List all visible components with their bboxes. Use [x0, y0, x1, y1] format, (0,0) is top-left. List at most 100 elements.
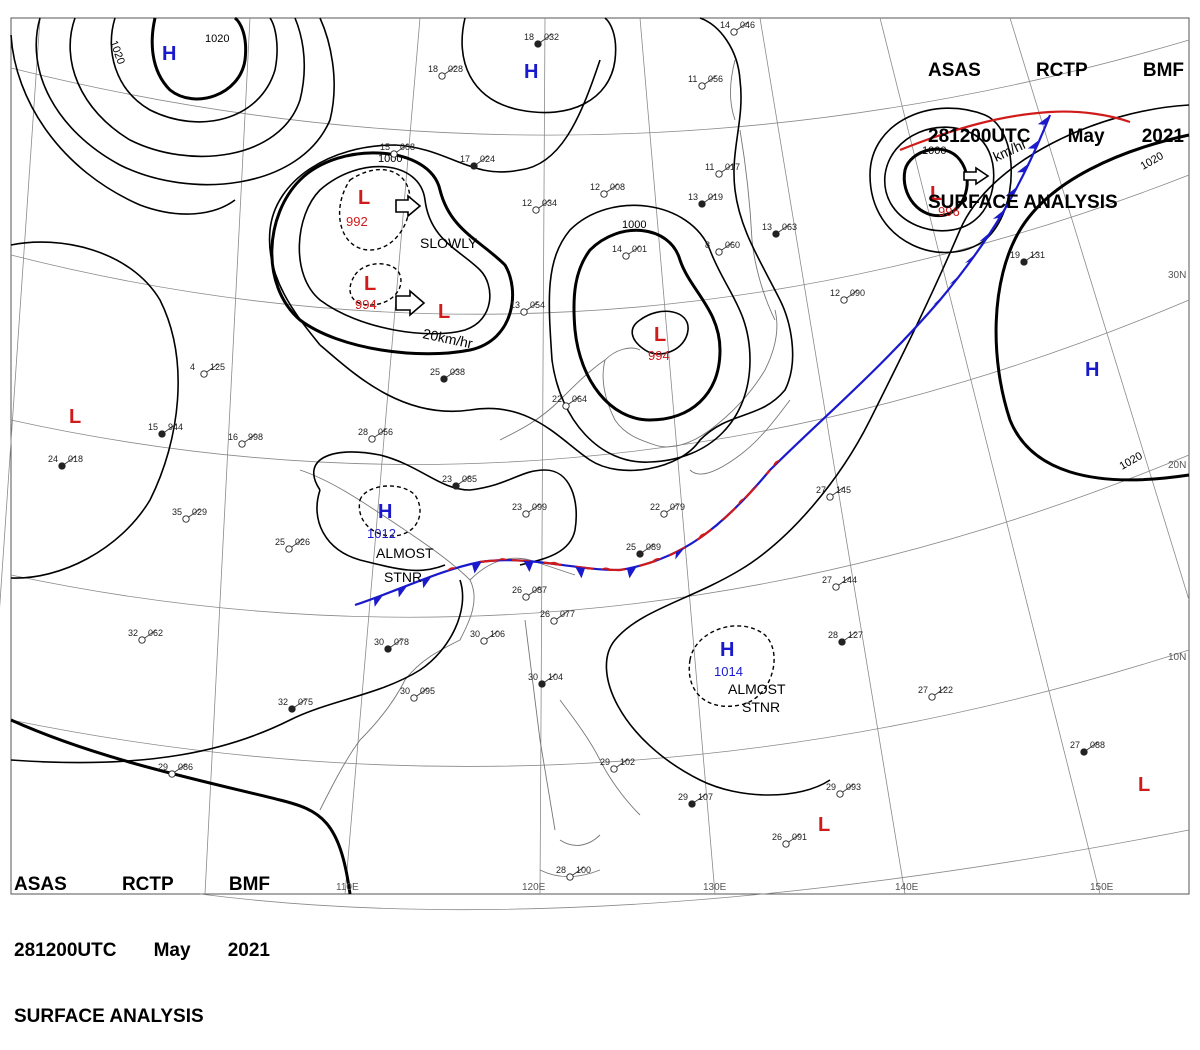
- station-circle: [440, 375, 448, 383]
- high-center: H: [1085, 359, 1099, 381]
- station-circle: [698, 82, 706, 90]
- station-pressure: 056: [378, 427, 393, 437]
- station-pressure: 008: [400, 142, 415, 152]
- header-station: RCTP: [1035, 60, 1088, 81]
- station-plot: 23 085: [442, 474, 477, 490]
- cold-front-triangle: [575, 566, 586, 579]
- station-plot: 30 106: [470, 629, 505, 645]
- station-temperature: 25: [430, 367, 440, 377]
- station-pressure: 018: [68, 454, 83, 464]
- header-month: May: [1067, 126, 1105, 147]
- low-center: L: [818, 814, 830, 836]
- station-pressure: 038: [450, 367, 465, 377]
- station-circle: [688, 800, 696, 808]
- station-circle: [534, 40, 542, 48]
- station-circle: [288, 705, 296, 713]
- cold-front-triangle: [523, 560, 534, 573]
- station-pressure: 100: [576, 865, 591, 875]
- station-pressure: 046: [740, 20, 755, 30]
- station-circle: [698, 200, 706, 208]
- station-temperature: 19: [1010, 250, 1020, 260]
- station-circle: [368, 435, 376, 443]
- station-plot: 22 079: [650, 502, 685, 518]
- station-pressure: 064: [572, 394, 587, 404]
- station-plots: 18 032 18 028 15 008 17 024 12 008 12 034 13 019 14 001…: [48, 20, 1105, 881]
- warm-front-semicircle: [446, 567, 457, 571]
- station-circle: [772, 230, 780, 238]
- station-temperature: 27: [1070, 740, 1080, 750]
- station-pressure: 104: [548, 672, 563, 682]
- station-plot: 29 093: [826, 782, 861, 798]
- station-temperature: 24: [48, 454, 58, 464]
- station-plot: 25 026: [275, 537, 310, 553]
- station-circle: [636, 550, 644, 558]
- fronts: [354, 110, 1131, 607]
- header-year: 2021: [227, 940, 270, 961]
- station-pressure: 122: [938, 685, 953, 695]
- station-pressure: 087: [532, 585, 547, 595]
- station-temperature: 29: [826, 782, 836, 792]
- station-temperature: 32: [278, 697, 288, 707]
- station-temperature: 16: [228, 432, 238, 442]
- station-pressure: 008: [610, 182, 625, 192]
- high-center: H: [524, 61, 538, 83]
- station-pressure: 107: [698, 792, 713, 802]
- station-temperature: 13: [688, 192, 698, 202]
- weather-map: 1020 1020 1000 1000 1000 1020 1020 H H H…: [0, 16, 1190, 911]
- station-pressure: 095: [420, 686, 435, 696]
- station-temperature: 12: [590, 182, 600, 192]
- station-temperature: 13: [510, 300, 520, 310]
- station-temperature: 23: [512, 502, 522, 512]
- station-circle: [522, 593, 530, 601]
- station-temperature: 4: [190, 362, 195, 372]
- station-circle: [138, 636, 146, 644]
- cold-front-triangle: [471, 561, 482, 574]
- station-circle: [532, 206, 540, 214]
- station-circle: [838, 638, 846, 646]
- station-pressure: 032: [544, 32, 559, 42]
- latitude-grid: [10, 39, 1190, 911]
- station-temperature: 13: [762, 222, 772, 232]
- pressure-centers: H H H 1012 H 1014 H L 992 L 994 L L 994 …: [69, 43, 1150, 836]
- station-circle: [730, 28, 738, 36]
- cold-front-triangle: [1017, 163, 1030, 173]
- station-circle: [384, 645, 392, 653]
- cold-front-triangle: [949, 273, 962, 285]
- station-circle: [538, 680, 546, 688]
- station-plot: 28 056: [358, 427, 393, 443]
- station-pressure: 028: [448, 64, 463, 74]
- grid-labels: 110E 120E 130E 140E 150E 30N 20N 10N: [336, 270, 1186, 893]
- cold-front-triangle: [715, 516, 727, 529]
- station-temperature: 22: [650, 502, 660, 512]
- annotation-text: SLOWLY: [420, 235, 478, 251]
- station-plot: 14 046: [720, 20, 755, 36]
- station-temperature: 30: [528, 672, 538, 682]
- station-circle: [562, 402, 570, 410]
- station-circle: [566, 873, 574, 881]
- header-code: BMF: [1142, 60, 1184, 81]
- station-pressure: 998: [248, 432, 263, 442]
- longitude-label: 130E: [703, 882, 727, 893]
- cold-front-triangle: [992, 209, 1005, 220]
- station-pressure: 029: [192, 507, 207, 517]
- station-pressure: 090: [850, 288, 865, 298]
- station-circle: [158, 430, 166, 438]
- isobar-label: 1000: [378, 153, 402, 165]
- header-agency: ASAS: [928, 60, 981, 81]
- station-temperature: 18: [524, 32, 534, 42]
- station-plot: 13 063: [762, 222, 797, 238]
- warm-front-semicircle: [773, 459, 781, 467]
- annotation-text: ALMOST: [376, 545, 434, 561]
- high-center-value: 1014: [714, 664, 743, 679]
- station-plot: 30 095: [400, 686, 435, 702]
- cold-front-triangle: [373, 594, 384, 607]
- station-circle: [715, 170, 723, 178]
- station-temperature: 14: [612, 244, 622, 254]
- station-pressure: 056: [708, 74, 723, 84]
- station-plot: 32 075: [278, 697, 313, 713]
- header-year: 2021: [1141, 126, 1184, 147]
- station-circle: [520, 308, 528, 316]
- cold-front-triangle: [825, 406, 837, 418]
- station-pressure: 079: [670, 502, 685, 512]
- station-circle: [470, 162, 478, 170]
